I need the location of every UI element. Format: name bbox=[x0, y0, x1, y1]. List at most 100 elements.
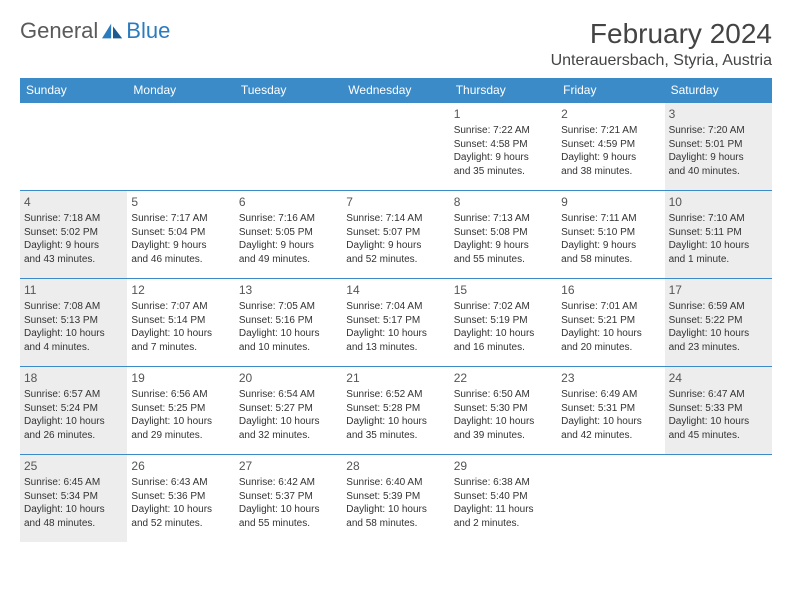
day-number: 29 bbox=[454, 458, 553, 474]
daylight2-text: and 35 minutes. bbox=[454, 165, 553, 179]
brand-part2: Blue bbox=[126, 18, 170, 44]
day-number: 11 bbox=[24, 282, 123, 298]
calendar-cell: 29Sunrise: 6:38 AMSunset: 5:40 PMDayligh… bbox=[450, 454, 557, 542]
calendar-cell: 2 Sunrise: 7:21 AMSunset: 4:59 PMDaylight… bbox=[557, 102, 664, 190]
daylight1-text: Daylight: 10 hours bbox=[239, 503, 338, 517]
sunset-text: Sunset: 5:37 PM bbox=[239, 490, 338, 504]
sunrise-text: Sunrise: 6:47 AM bbox=[669, 388, 768, 402]
daylight1-text: Daylight: 10 hours bbox=[669, 415, 768, 429]
day-number: 15 bbox=[454, 282, 553, 298]
daylight1-text: Daylight: 10 hours bbox=[346, 503, 445, 517]
calendar-cell: 20Sunrise: 6:54 AMSunset: 5:27 PMDayligh… bbox=[235, 366, 342, 454]
daylight1-text: Daylight: 10 hours bbox=[24, 327, 123, 341]
sunset-text: Sunset: 4:58 PM bbox=[454, 138, 553, 152]
sunset-text: Sunset: 5:04 PM bbox=[131, 226, 230, 240]
sunrise-text: Sunrise: 7:14 AM bbox=[346, 212, 445, 226]
sunrise-text: Sunrise: 7:07 AM bbox=[131, 300, 230, 314]
calendar-cell: 21Sunrise: 6:52 AMSunset: 5:28 PMDayligh… bbox=[342, 366, 449, 454]
day-number: 2 bbox=[561, 106, 660, 122]
sunrise-text: Sunrise: 7:02 AM bbox=[454, 300, 553, 314]
daylight2-text: and 40 minutes. bbox=[669, 165, 768, 179]
daylight2-text: and 48 minutes. bbox=[24, 517, 123, 531]
daylight1-text: Daylight: 10 hours bbox=[24, 503, 123, 517]
daylight2-text: and 4 minutes. bbox=[24, 341, 123, 355]
sunset-text: Sunset: 5:22 PM bbox=[669, 314, 768, 328]
daylight1-text: Daylight: 10 hours bbox=[669, 239, 768, 253]
daylight1-text: Daylight: 10 hours bbox=[561, 415, 660, 429]
sunset-text: Sunset: 5:01 PM bbox=[669, 138, 768, 152]
calendar-cell: 13Sunrise: 7:05 AMSunset: 5:16 PMDayligh… bbox=[235, 278, 342, 366]
sunrise-text: Sunrise: 6:50 AM bbox=[454, 388, 553, 402]
calendar-cell: 25Sunrise: 6:45 AMSunset: 5:34 PMDayligh… bbox=[20, 454, 127, 542]
daylight2-text: and 35 minutes. bbox=[346, 429, 445, 443]
sunset-text: Sunset: 5:10 PM bbox=[561, 226, 660, 240]
calendar-cell: 27Sunrise: 6:42 AMSunset: 5:37 PMDayligh… bbox=[235, 454, 342, 542]
sunrise-text: Sunrise: 7:21 AM bbox=[561, 124, 660, 138]
sunset-text: Sunset: 5:11 PM bbox=[669, 226, 768, 240]
sunset-text: Sunset: 5:21 PM bbox=[561, 314, 660, 328]
weekday-header: Thursday bbox=[450, 78, 557, 102]
daylight2-text: and 32 minutes. bbox=[239, 429, 338, 443]
sunrise-text: Sunrise: 6:38 AM bbox=[454, 476, 553, 490]
sunset-text: Sunset: 5:40 PM bbox=[454, 490, 553, 504]
daylight2-text: and 42 minutes. bbox=[561, 429, 660, 443]
sunrise-text: Sunrise: 7:16 AM bbox=[239, 212, 338, 226]
daylight2-text: and 45 minutes. bbox=[669, 429, 768, 443]
day-number: 20 bbox=[239, 370, 338, 386]
day-number: 27 bbox=[239, 458, 338, 474]
daylight2-text: and 49 minutes. bbox=[239, 253, 338, 267]
sunset-text: Sunset: 5:13 PM bbox=[24, 314, 123, 328]
sunset-text: Sunset: 5:28 PM bbox=[346, 402, 445, 416]
calendar-cell: 1Sunrise: 7:22 AMSunset: 4:58 PMDaylight… bbox=[450, 102, 557, 190]
calendar-cell: 17Sunrise: 6:59 AMSunset: 5:22 PMDayligh… bbox=[665, 278, 772, 366]
daylight2-text: and 10 minutes. bbox=[239, 341, 338, 355]
daylight2-text: and 58 minutes. bbox=[346, 517, 445, 531]
day-number: 22 bbox=[454, 370, 553, 386]
sunset-text: Sunset: 5:25 PM bbox=[131, 402, 230, 416]
calendar-cell: 11Sunrise: 7:08 AMSunset: 5:13 PMDayligh… bbox=[20, 278, 127, 366]
page-header: General Blue February 2024 Unterauersbac… bbox=[20, 18, 772, 70]
calendar-cell: 7Sunrise: 7:14 AMSunset: 5:07 PMDaylight… bbox=[342, 190, 449, 278]
calendar-cell: 28Sunrise: 6:40 AMSunset: 5:39 PMDayligh… bbox=[342, 454, 449, 542]
weekday-header: Monday bbox=[127, 78, 234, 102]
day-number: 17 bbox=[669, 282, 768, 298]
calendar-cell-empty bbox=[557, 454, 664, 542]
calendar-cell-empty bbox=[235, 102, 342, 190]
sunset-text: Sunset: 5:36 PM bbox=[131, 490, 230, 504]
daylight1-text: Daylight: 10 hours bbox=[669, 327, 768, 341]
calendar-cell: 9Sunrise: 7:11 AMSunset: 5:10 PMDaylight… bbox=[557, 190, 664, 278]
calendar-cell: 26Sunrise: 6:43 AMSunset: 5:36 PMDayligh… bbox=[127, 454, 234, 542]
sunrise-text: Sunrise: 6:57 AM bbox=[24, 388, 123, 402]
daylight1-text: Daylight: 10 hours bbox=[131, 415, 230, 429]
sunset-text: Sunset: 5:31 PM bbox=[561, 402, 660, 416]
sunset-text: Sunset: 5:08 PM bbox=[454, 226, 553, 240]
sunset-text: Sunset: 5:33 PM bbox=[669, 402, 768, 416]
calendar-cell: 23Sunrise: 6:49 AMSunset: 5:31 PMDayligh… bbox=[557, 366, 664, 454]
daylight1-text: Daylight: 10 hours bbox=[24, 415, 123, 429]
weekday-header: Friday bbox=[557, 78, 664, 102]
calendar-cell: 3Sunrise: 7:20 AMSunset: 5:01 PMDaylight… bbox=[665, 102, 772, 190]
sunrise-text: Sunrise: 7:01 AM bbox=[561, 300, 660, 314]
sunrise-text: Sunrise: 7:05 AM bbox=[239, 300, 338, 314]
daylight2-text: and 39 minutes. bbox=[454, 429, 553, 443]
daylight1-text: Daylight: 9 hours bbox=[561, 239, 660, 253]
daylight1-text: Daylight: 10 hours bbox=[561, 327, 660, 341]
day-number: 7 bbox=[346, 194, 445, 210]
daylight2-text: and 13 minutes. bbox=[346, 341, 445, 355]
daylight1-text: Daylight: 9 hours bbox=[561, 151, 660, 165]
daylight1-text: Daylight: 9 hours bbox=[24, 239, 123, 253]
sunset-text: Sunset: 5:05 PM bbox=[239, 226, 338, 240]
brand-logo: General Blue bbox=[20, 18, 170, 44]
calendar-cell-empty bbox=[127, 102, 234, 190]
calendar-cell: 8Sunrise: 7:13 AMSunset: 5:08 PMDaylight… bbox=[450, 190, 557, 278]
calendar-cell: 12Sunrise: 7:07 AMSunset: 5:14 PMDayligh… bbox=[127, 278, 234, 366]
brand-part1: General bbox=[20, 18, 98, 44]
day-number: 18 bbox=[24, 370, 123, 386]
daylight2-text: and 16 minutes. bbox=[454, 341, 553, 355]
weekday-header-row: SundayMondayTuesdayWednesdayThursdayFrid… bbox=[20, 78, 772, 102]
daylight1-text: Daylight: 9 hours bbox=[669, 151, 768, 165]
calendar-cell: 15Sunrise: 7:02 AMSunset: 5:19 PMDayligh… bbox=[450, 278, 557, 366]
daylight2-text: and 46 minutes. bbox=[131, 253, 230, 267]
sunset-text: Sunset: 4:59 PM bbox=[561, 138, 660, 152]
sunrise-text: Sunrise: 6:49 AM bbox=[561, 388, 660, 402]
